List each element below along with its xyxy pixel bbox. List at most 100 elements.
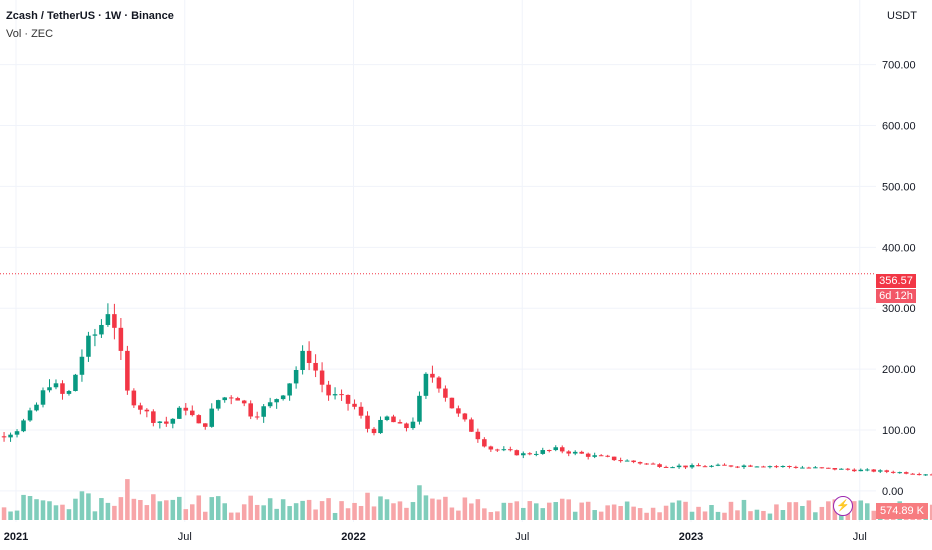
candle-body: [722, 464, 727, 466]
candle-body: [397, 422, 403, 424]
candle-body: [871, 469, 877, 472]
volume-bar: [410, 502, 416, 520]
volume-bar: [754, 509, 760, 520]
volume-bar: [650, 507, 656, 520]
candle-body: [611, 456, 617, 461]
volume-bar: [683, 501, 688, 520]
candlesticks: [1, 303, 932, 476]
candle-body: [14, 431, 20, 435]
candle-body: [826, 467, 831, 469]
volume-bar: [774, 504, 779, 520]
candle-body: [164, 421, 169, 424]
candle-body: [650, 463, 656, 465]
candle-body: [832, 468, 838, 470]
volume-bar: [47, 501, 52, 520]
volume-bar: [819, 506, 825, 520]
volume-bar: [196, 495, 202, 520]
volume-bar: [423, 495, 429, 520]
volume-bar: [1, 507, 7, 520]
volume-bar: [559, 498, 565, 520]
candle-body: [261, 406, 266, 417]
volume-bar: [462, 497, 468, 520]
candle-body: [657, 464, 662, 467]
volume-bar: [53, 505, 59, 520]
volume-bar: [865, 503, 870, 520]
candle-body: [423, 373, 429, 396]
candle-body: [53, 383, 59, 388]
candle-body: [553, 447, 559, 451]
volume-bar: [190, 504, 195, 520]
volume-bar: [696, 506, 701, 520]
volume-bar: [157, 501, 163, 520]
candle-body: [306, 350, 312, 363]
volume-bar: [131, 498, 137, 520]
volume-bar: [709, 505, 714, 520]
candle-body: [877, 470, 883, 472]
volume-indicator-label[interactable]: Vol · ZEC: [6, 28, 54, 40]
volume-bar: [300, 500, 305, 520]
volume-bar: [689, 511, 695, 520]
candle-body: [585, 453, 591, 457]
candle-body: [572, 451, 578, 454]
volume-bar: [761, 510, 766, 520]
volume-bar: [605, 505, 610, 520]
candle-body: [144, 409, 150, 412]
candle-body: [8, 434, 13, 438]
volume-bar: [34, 499, 39, 520]
volume-bar: [14, 510, 20, 520]
candle-body: [21, 420, 26, 432]
price-tick-label: 400.00: [882, 242, 916, 254]
volume-bar: [177, 496, 182, 520]
volume-bar: [488, 512, 494, 520]
candle-body: [670, 467, 675, 469]
candle-body: [462, 413, 468, 420]
candle-body: [105, 314, 111, 325]
candle-body: [916, 474, 922, 476]
volume-bar: [319, 501, 325, 520]
candle-body: [391, 416, 396, 423]
candle-body: [592, 455, 597, 457]
volume-bar: [585, 501, 591, 520]
lightning-icon[interactable]: ⚡: [833, 496, 853, 516]
candle-body: [157, 421, 163, 423]
volume-bar: [813, 512, 818, 520]
volume-bar: [806, 500, 812, 520]
volume-bar: [73, 498, 78, 520]
candle-body: [845, 468, 851, 470]
candle-body: [696, 465, 701, 467]
candle-body: [527, 453, 533, 455]
volume-bar: [521, 507, 526, 520]
price-tick-label: 700.00: [882, 60, 916, 72]
symbol-title[interactable]: Zcash / TetherUS · 1W · Binance: [6, 10, 174, 22]
volume-bar: [313, 509, 318, 520]
volume-bar: [572, 511, 578, 520]
time-tick-label: 2023: [679, 531, 703, 543]
candle-body: [319, 370, 325, 385]
candle-body: [923, 474, 928, 476]
volume-bar: [215, 496, 221, 520]
candle-body: [287, 383, 292, 396]
candle-body: [365, 415, 370, 429]
candle-body: [852, 469, 857, 472]
bar-countdown-badge: 6d 12h: [876, 289, 916, 303]
volume-bar: [404, 507, 409, 520]
time-axis: 2021Jul2022Jul2023Jul2024Jul2025Jul2026: [4, 531, 867, 543]
volume-bar: [826, 501, 831, 520]
volume-bar: [417, 485, 422, 520]
candle-body: [741, 465, 747, 468]
time-tick-label: 2021: [4, 531, 28, 543]
volume-bar: [592, 510, 597, 520]
price-tick-label: 500.00: [882, 181, 916, 193]
candle-body: [546, 450, 552, 452]
candle-body: [806, 467, 812, 469]
volume-bar: [566, 499, 571, 520]
volume-bar: [21, 494, 26, 520]
volume-bar: [326, 498, 331, 520]
volume-bar: [508, 502, 513, 520]
candle-body: [313, 362, 318, 371]
candle-body: [332, 394, 338, 396]
volume-bar: [287, 506, 292, 520]
volume-bar: [164, 500, 169, 520]
candle-body: [293, 369, 299, 384]
